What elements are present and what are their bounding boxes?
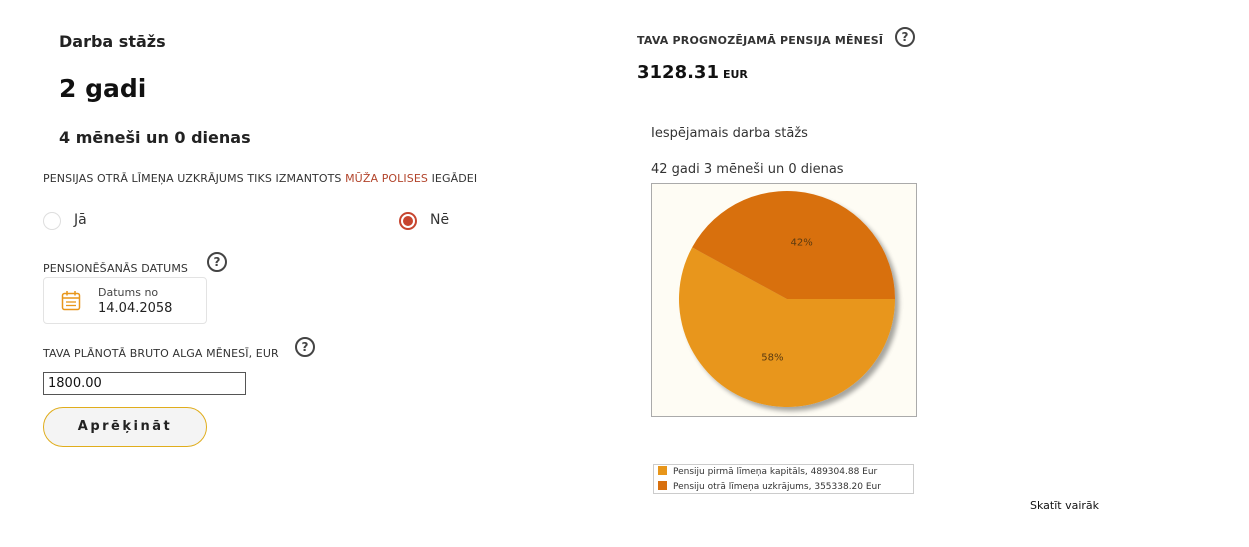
retirement-date-label: PENSIONĒŠANĀS DATUMS bbox=[43, 262, 189, 275]
legend-swatch-first-pillar bbox=[658, 466, 667, 475]
salary-input[interactable] bbox=[43, 372, 246, 395]
calculate-button[interactable]: Aprēķināt bbox=[43, 407, 207, 447]
legend-item-second-pillar: Pensiju otrā līmeņa uzkrājums, 355338.20… bbox=[658, 481, 881, 492]
work-experience-title: Darba stāžs bbox=[59, 32, 166, 51]
possible-experience-title: Iespējamais darba stāžs bbox=[651, 126, 808, 141]
pie-chart-svg: 58% 42% bbox=[679, 191, 895, 407]
pie-chart: 58% 42% bbox=[651, 183, 917, 417]
work-experience-years: 2 gadi bbox=[59, 74, 147, 103]
date-field-label: Datums no bbox=[98, 286, 159, 299]
pie-slice-second-pillar-label: 42% bbox=[791, 237, 813, 248]
life-policy-link[interactable]: MŪŽA POLISES bbox=[345, 172, 428, 185]
legend-swatch-second-pillar bbox=[658, 481, 667, 490]
legend-label-second-pillar: Pensiju otrā līmeņa uzkrājums, 355338.20… bbox=[673, 482, 881, 492]
possible-experience-value: 42 gadi 3 mēneši un 0 dienas bbox=[651, 162, 844, 177]
retirement-date-field[interactable]: Datums no 14.04.2058 bbox=[43, 277, 207, 324]
pension-amount: 3128.31 EUR bbox=[637, 62, 748, 83]
retirement-date-help-icon[interactable]: ? bbox=[207, 252, 227, 272]
policy-question: PENSIJAS OTRĀ LĪMEŅA UZKRĀJUMS TIKS IZMA… bbox=[43, 172, 477, 185]
pension-title: TAVA PROGNOZĒJAMĀ PENSIJA MĒNESĪ bbox=[637, 34, 884, 47]
salary-label: TAVA PLĀNOTĀ BRUTO ALGA MĒNESĪ, EUR bbox=[43, 347, 279, 360]
radio-yes[interactable] bbox=[43, 212, 61, 230]
policy-question-prefix: PENSIJAS OTRĀ LĪMEŅA UZKRĀJUMS TIKS IZMA… bbox=[43, 172, 346, 185]
radio-yes-label[interactable]: Jā bbox=[74, 212, 87, 228]
work-experience-rest: 4 mēneši un 0 dienas bbox=[59, 128, 251, 147]
pension-amount-value: 3128.31 bbox=[637, 62, 719, 83]
radio-no[interactable] bbox=[399, 212, 417, 230]
calendar-icon bbox=[61, 291, 81, 311]
pension-help-icon[interactable]: ? bbox=[895, 27, 915, 47]
radio-no-label[interactable]: Nē bbox=[430, 212, 450, 228]
chart-legend: Pensiju pirmā līmeņa kapitāls, 489304.88… bbox=[653, 464, 914, 494]
legend-item-first-pillar: Pensiju pirmā līmeņa kapitāls, 489304.88… bbox=[658, 466, 877, 477]
pie-slice-first-pillar bbox=[679, 247, 895, 407]
see-more-link[interactable]: Skatīt vairāk bbox=[1030, 499, 1100, 512]
pie-slice-first-pillar-label: 58% bbox=[761, 353, 783, 364]
salary-help-icon[interactable]: ? bbox=[295, 337, 315, 357]
policy-question-suffix: IEGĀDEI bbox=[427, 172, 478, 185]
legend-label-first-pillar: Pensiju pirmā līmeņa kapitāls, 489304.88… bbox=[673, 467, 878, 477]
pie-slice-second-pillar bbox=[692, 191, 895, 299]
pension-currency: EUR bbox=[722, 68, 748, 81]
date-field-value: 14.04.2058 bbox=[98, 301, 173, 316]
